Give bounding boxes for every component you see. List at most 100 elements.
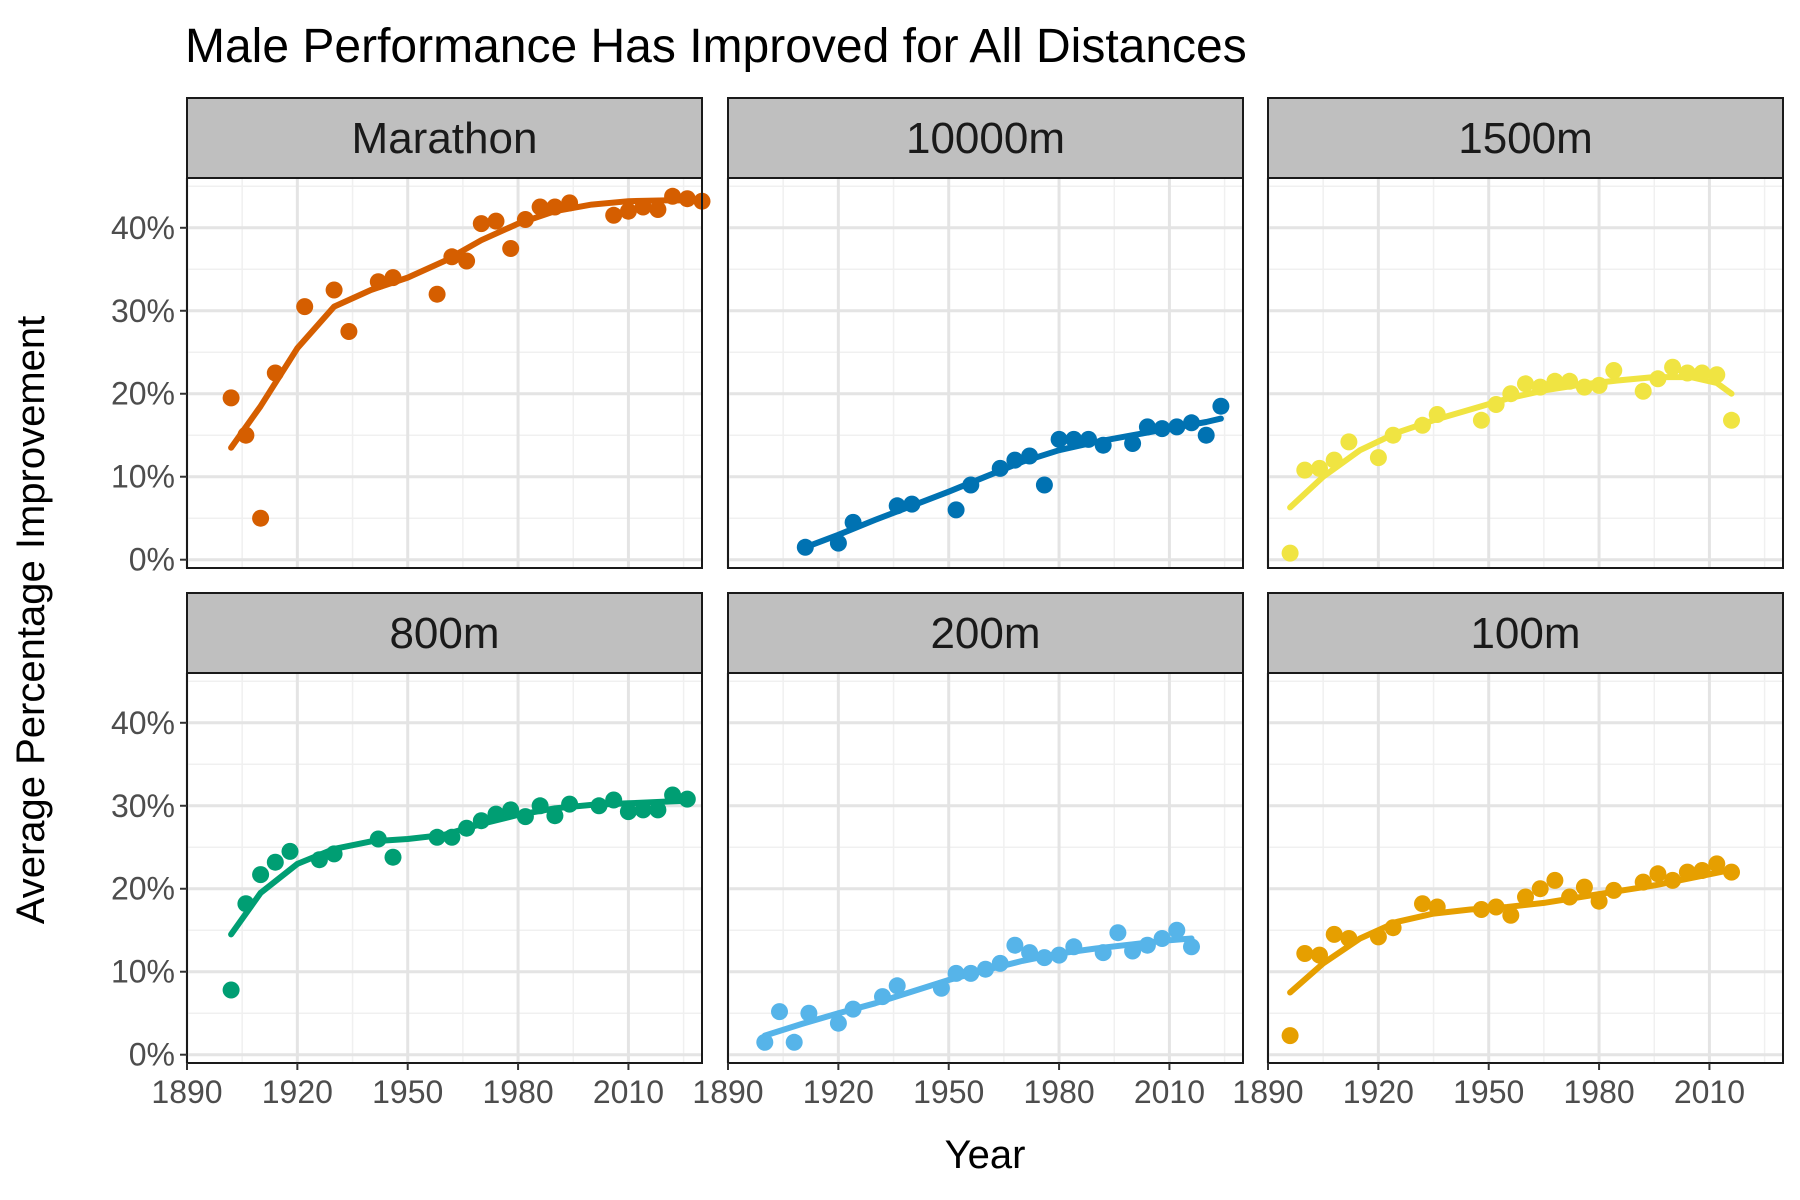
data-point <box>1311 946 1328 964</box>
x-tick-label: 1950 <box>913 1074 984 1110</box>
x-tick-label: 1890 <box>151 1074 222 1110</box>
data-point <box>634 801 652 819</box>
facet-100m: 100m 1890 1920 1950 1980 2010 <box>1232 592 1784 1110</box>
data-point <box>947 964 965 982</box>
data-point <box>1035 949 1053 967</box>
data-point <box>1605 362 1623 379</box>
data-point <box>428 828 446 846</box>
y-tick-label: 0% <box>129 1037 175 1073</box>
data-point <box>1109 924 1127 942</box>
data-point <box>458 819 476 837</box>
y-axis-title: Average Percentage Improvement <box>9 316 53 925</box>
strip-label: 800m <box>389 609 499 658</box>
data-point <box>605 206 623 224</box>
x-tick-label: 1920 <box>262 1074 333 1110</box>
data-point <box>1153 930 1171 947</box>
data-point <box>472 215 490 233</box>
data-point <box>1281 544 1299 562</box>
data-point <box>1414 895 1431 913</box>
data-point <box>1325 451 1343 469</box>
data-point <box>222 389 240 407</box>
facet-800m: 800m 0% 10% 20% 30% 40% 1890 1920 1950 1980 2010 <box>111 592 703 1110</box>
data-point <box>844 513 862 531</box>
data-point <box>1546 871 1564 889</box>
data-point <box>1502 906 1520 924</box>
data-point <box>487 212 505 230</box>
data-point <box>1487 898 1505 916</box>
data-point <box>977 960 994 978</box>
data-point <box>605 791 623 809</box>
data-point <box>962 476 980 494</box>
data-point <box>1605 881 1623 899</box>
x-tick-label: 1980 <box>1563 1074 1634 1110</box>
data-point <box>1634 382 1652 400</box>
data-point <box>443 248 461 266</box>
y-tick-label: 40% <box>111 210 175 246</box>
data-point <box>237 426 255 444</box>
data-point <box>1708 366 1726 384</box>
y-tick-label: 30% <box>111 788 175 824</box>
data-point <box>1664 358 1682 376</box>
data-point <box>1296 945 1314 962</box>
x-tick-label: 1980 <box>1023 1074 1094 1110</box>
data-point <box>991 954 1009 972</box>
data-point <box>1590 376 1608 394</box>
data-point <box>1311 459 1328 477</box>
data-point <box>932 979 950 997</box>
x-tick-label: 2010 <box>593 1074 664 1110</box>
data-point <box>296 298 314 316</box>
facet-10000m: 10000m <box>726 97 1244 569</box>
data-point <box>325 845 343 863</box>
data-point <box>1414 416 1431 434</box>
panel-border <box>1267 177 1784 569</box>
data-point <box>1649 370 1667 388</box>
data-point <box>1561 888 1579 906</box>
y-tick-label: 20% <box>111 871 175 907</box>
y-tick-label: 30% <box>111 293 175 329</box>
data-point <box>1080 430 1097 448</box>
data-point <box>678 790 696 808</box>
y-tick-label: 10% <box>111 954 175 990</box>
data-point <box>1575 878 1593 896</box>
data-point <box>1678 863 1696 881</box>
facet-1500m: 1500m <box>1266 97 1784 569</box>
data-point <box>1590 892 1608 910</box>
data-point <box>531 198 549 216</box>
data-point <box>1708 855 1726 873</box>
data-point <box>962 964 980 982</box>
panel-background <box>728 673 1243 1063</box>
data-point <box>222 981 240 999</box>
data-point <box>1006 936 1024 954</box>
x-tick-label: 1920 <box>803 1074 874 1110</box>
x-tick-label: 1920 <box>1343 1074 1414 1110</box>
data-point <box>310 851 328 869</box>
strip-background <box>186 97 703 179</box>
data-point <box>252 509 270 527</box>
data-point <box>1472 901 1490 918</box>
data-point <box>1502 385 1520 403</box>
data-point <box>1035 476 1053 494</box>
data-point <box>369 273 387 291</box>
data-point <box>516 211 534 228</box>
data-point <box>796 538 814 556</box>
data-point <box>1369 928 1387 946</box>
data-point <box>1197 426 1215 444</box>
data-point <box>649 801 667 819</box>
data-point <box>1678 364 1696 382</box>
data-point <box>1281 1027 1299 1045</box>
data-point <box>252 866 270 884</box>
data-point <box>1124 942 1142 960</box>
data-point <box>1517 888 1534 906</box>
data-point <box>516 808 534 826</box>
trend-line <box>228 197 705 451</box>
strip-label: Marathon <box>352 114 538 163</box>
chart-title: Male Performance Has Improved for All Di… <box>185 20 1247 73</box>
data-point <box>1634 873 1652 891</box>
data-point <box>1561 372 1579 390</box>
strip-background <box>1267 97 1784 179</box>
data-point <box>561 194 579 212</box>
data-point <box>1428 898 1446 916</box>
data-point <box>1428 406 1446 423</box>
data-point <box>664 786 682 804</box>
panel-border <box>727 177 1244 569</box>
